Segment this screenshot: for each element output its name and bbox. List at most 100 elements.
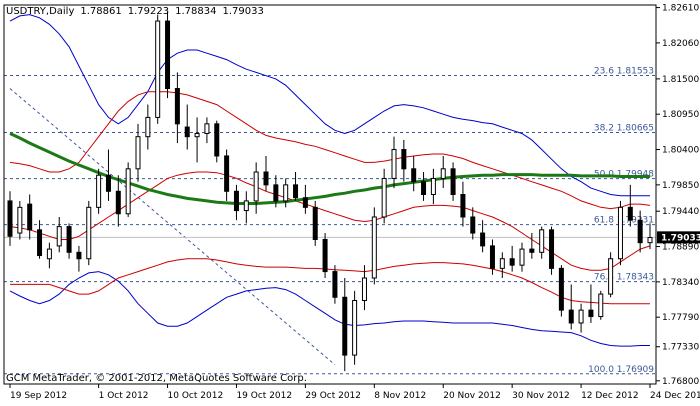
candle — [588, 284, 594, 323]
candle-body-up — [17, 206, 23, 234]
x-tick-label: 20 Nov 2012 — [443, 391, 501, 401]
candle-body-down — [174, 88, 180, 125]
fib-level-label: 76.4 1.78343 — [594, 273, 654, 283]
y-tick-label: 1.77330 — [662, 343, 699, 353]
y-tick-label: 1.82060 — [662, 39, 699, 49]
candle — [105, 149, 111, 201]
candle-body-up — [499, 258, 505, 269]
header-ohlc-value: 1.78861 — [80, 6, 121, 17]
candle — [361, 265, 367, 311]
candle — [381, 168, 387, 224]
candle-body-up — [391, 149, 397, 179]
candle-body-down — [27, 203, 33, 231]
candle — [273, 175, 279, 208]
candle-body-down — [489, 245, 495, 269]
candle-body-down — [76, 251, 82, 260]
candle — [440, 155, 446, 189]
current-price-tag: 1.79033 — [657, 231, 700, 244]
fib-level-label: 50.0 1.79948 — [594, 170, 654, 180]
x-tick-label: 29 Oct 2012 — [305, 391, 361, 401]
candles-layer — [7, 11, 653, 372]
candle — [371, 207, 377, 285]
candle-body-up — [283, 184, 289, 202]
x-tick-label: 10 Oct 2012 — [168, 391, 224, 401]
y-tick-label: 1.77790 — [662, 313, 699, 323]
header-ohlc-value: 1.78834 — [175, 6, 216, 17]
y-tick-label: 1.80950 — [662, 110, 699, 120]
candle — [224, 149, 230, 201]
x-tick-label: 8 Nov 2012 — [374, 391, 426, 401]
candle-body-down — [273, 184, 279, 202]
candle — [194, 117, 200, 163]
candle-body-down — [312, 206, 318, 240]
x-tick-label: 30 Nov 2012 — [512, 391, 570, 401]
candle — [627, 184, 633, 227]
candle-body-down — [509, 258, 515, 266]
candle-body-down — [7, 200, 13, 237]
candle — [125, 162, 131, 217]
candle — [7, 191, 13, 246]
candle — [174, 72, 180, 144]
axes-layer: 1.82610 1.82060 1.81500 1.80950 1.80400 1.798… — [3, 4, 700, 401]
y-tick-label: 1.81500 — [662, 75, 699, 85]
candle-body-up — [135, 136, 141, 170]
candle-body-up — [204, 123, 210, 134]
candle — [263, 155, 269, 192]
candle-body-up — [647, 237, 653, 244]
fibonacci-layer: 23.6 1.81553 38.2 1.80665 50.0 1.79948 61.8… — [4, 66, 656, 375]
candle-body-down — [450, 168, 456, 195]
candle — [283, 178, 289, 208]
candle — [470, 207, 476, 240]
y-tick-label: 1.78340 — [662, 278, 699, 288]
candle-body-down — [568, 309, 574, 324]
candle — [37, 220, 43, 259]
candle-body-up — [430, 177, 436, 195]
y-tick-label: 1.82610 — [662, 4, 699, 14]
candle-body-up — [194, 132, 200, 138]
candle-body-up — [361, 277, 367, 301]
candle-body-down — [342, 296, 348, 356]
candle — [184, 104, 190, 150]
candle-body-down — [37, 229, 43, 257]
plot-frame — [3, 4, 657, 385]
candle-body-down — [224, 155, 230, 192]
candle — [243, 191, 249, 224]
candle — [637, 210, 643, 253]
candle-body-up — [56, 226, 62, 247]
candle — [115, 175, 121, 227]
candle-body-up — [598, 293, 604, 318]
y-tick-label: 1.79440 — [662, 207, 699, 217]
current-price-tag-label: 1.79033 — [661, 233, 700, 243]
candle-body-up — [125, 168, 131, 215]
candle — [253, 162, 259, 214]
candle — [214, 120, 220, 163]
candle-body-down — [460, 194, 466, 218]
candle — [204, 117, 210, 144]
candle-body-down — [549, 229, 555, 269]
red-band-upper-line — [9, 91, 651, 210]
x-tick-label: 24 Dec 2012 — [650, 391, 700, 401]
candle-body-down — [263, 171, 269, 186]
candle-body-down — [411, 168, 417, 183]
y-tick-label: 1.80400 — [662, 146, 699, 156]
candle — [578, 303, 584, 333]
header-ohlc-value: 1.79033 — [222, 6, 263, 17]
red-band-lower-line — [10, 258, 650, 305]
candle-body-down — [627, 206, 633, 221]
candle — [332, 265, 338, 304]
candle — [302, 184, 308, 214]
chart-header: USDTRY,Daily 1.78861 1.79223 1.78834 1.79033 — [6, 6, 264, 17]
candle-body-down — [332, 271, 338, 298]
candle — [76, 245, 82, 272]
candle — [608, 252, 614, 298]
candle-body-down — [637, 219, 643, 244]
candle — [86, 200, 92, 266]
candle — [558, 265, 564, 317]
candle-body-down — [558, 267, 564, 311]
candle — [401, 139, 407, 182]
fib-level-label: 61.8 1.79231 — [594, 216, 654, 226]
candle — [529, 233, 535, 259]
candle — [145, 104, 151, 150]
candle — [519, 242, 525, 272]
candle-body-up — [96, 174, 102, 208]
